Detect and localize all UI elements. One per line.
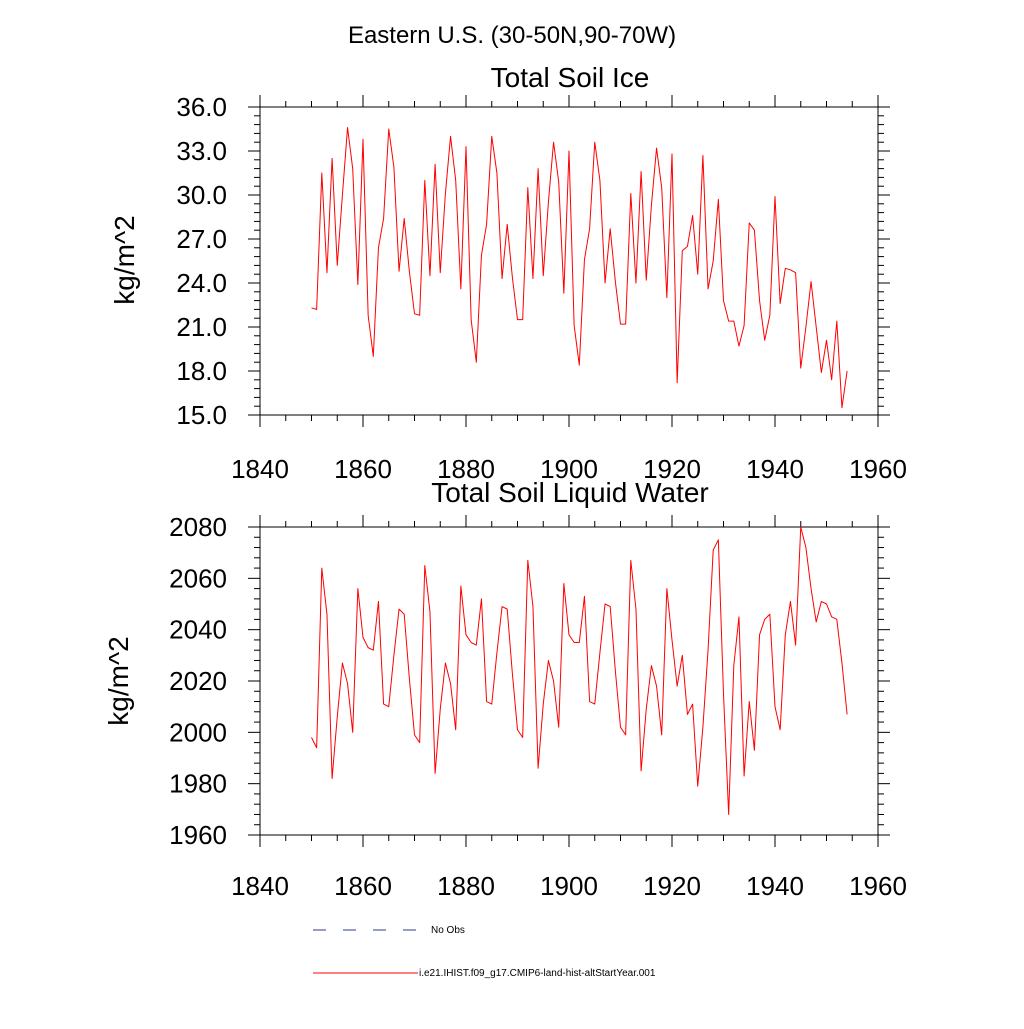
- x-tick-label: 1880: [437, 871, 495, 901]
- y-tick-label: 2060: [169, 563, 227, 593]
- x-tick-label: 1840: [231, 871, 289, 901]
- y-tick-label: 1960: [169, 820, 227, 850]
- y-tick-label: 1980: [169, 769, 227, 799]
- y-tick-label: 18.0: [176, 356, 227, 386]
- x-tick-label: 1940: [746, 454, 804, 484]
- plot-frame: [259, 526, 879, 836]
- y-tick-label: 36.0: [176, 92, 227, 122]
- y-tick-label: 2020: [169, 666, 227, 696]
- y-tick-label: 27.0: [176, 224, 227, 254]
- y-tick-label: 33.0: [176, 136, 227, 166]
- panel-total-soil-ice: Total Soil Ice kg/m^2 15.0 18.0 21.0 24.0 27…: [109, 62, 907, 484]
- x-tick-label: 1880: [437, 454, 495, 484]
- y-tick-label: 24.0: [176, 268, 227, 298]
- legend: No Obs i.e21.IHIST.f09_g17.CMIP6-land-hi…: [313, 925, 656, 979]
- x-tick-label: 1860: [334, 871, 392, 901]
- plot-title: Total Soil Ice: [491, 62, 650, 93]
- y-tick-label: 30.0: [176, 180, 227, 210]
- y-tick-label: 2040: [169, 615, 227, 645]
- x-tick-label: 1940: [746, 871, 804, 901]
- plot-title: Total Soil Liquid Water: [431, 477, 709, 508]
- y-axis-label: kg/m^2: [109, 215, 140, 304]
- x-tick-label: 1900: [540, 454, 598, 484]
- y-tick-label: 21.0: [176, 312, 227, 342]
- x-tick-label: 1900: [540, 871, 598, 901]
- y-tick-label: 2080: [169, 512, 227, 542]
- legend-label-model-run: i.e21.IHIST.f09_g17.CMIP6-land-hist-altS…: [419, 968, 656, 979]
- x-tick-label: 1920: [643, 871, 701, 901]
- panel-total-soil-liquid-water: Total Soil Liquid Water kg/m^2 1960 1980 2…: [103, 477, 907, 901]
- x-tick-label: 1920: [643, 454, 701, 484]
- x-tick-label: 1960: [849, 454, 907, 484]
- x-tick-label: 1860: [334, 454, 392, 484]
- x-tick-label: 1840: [231, 454, 289, 484]
- legend-label-no-obs: No Obs: [431, 925, 465, 936]
- series-line: [311, 127, 848, 409]
- y-axis-label: kg/m^2: [103, 636, 134, 725]
- y-tick-label: 2000: [169, 717, 227, 747]
- figure-main-title: Eastern U.S. (30-50N,90-70W): [348, 22, 676, 49]
- series-line: [311, 526, 848, 815]
- x-tick-label: 1960: [849, 871, 907, 901]
- y-tick-label: 15.0: [176, 400, 227, 430]
